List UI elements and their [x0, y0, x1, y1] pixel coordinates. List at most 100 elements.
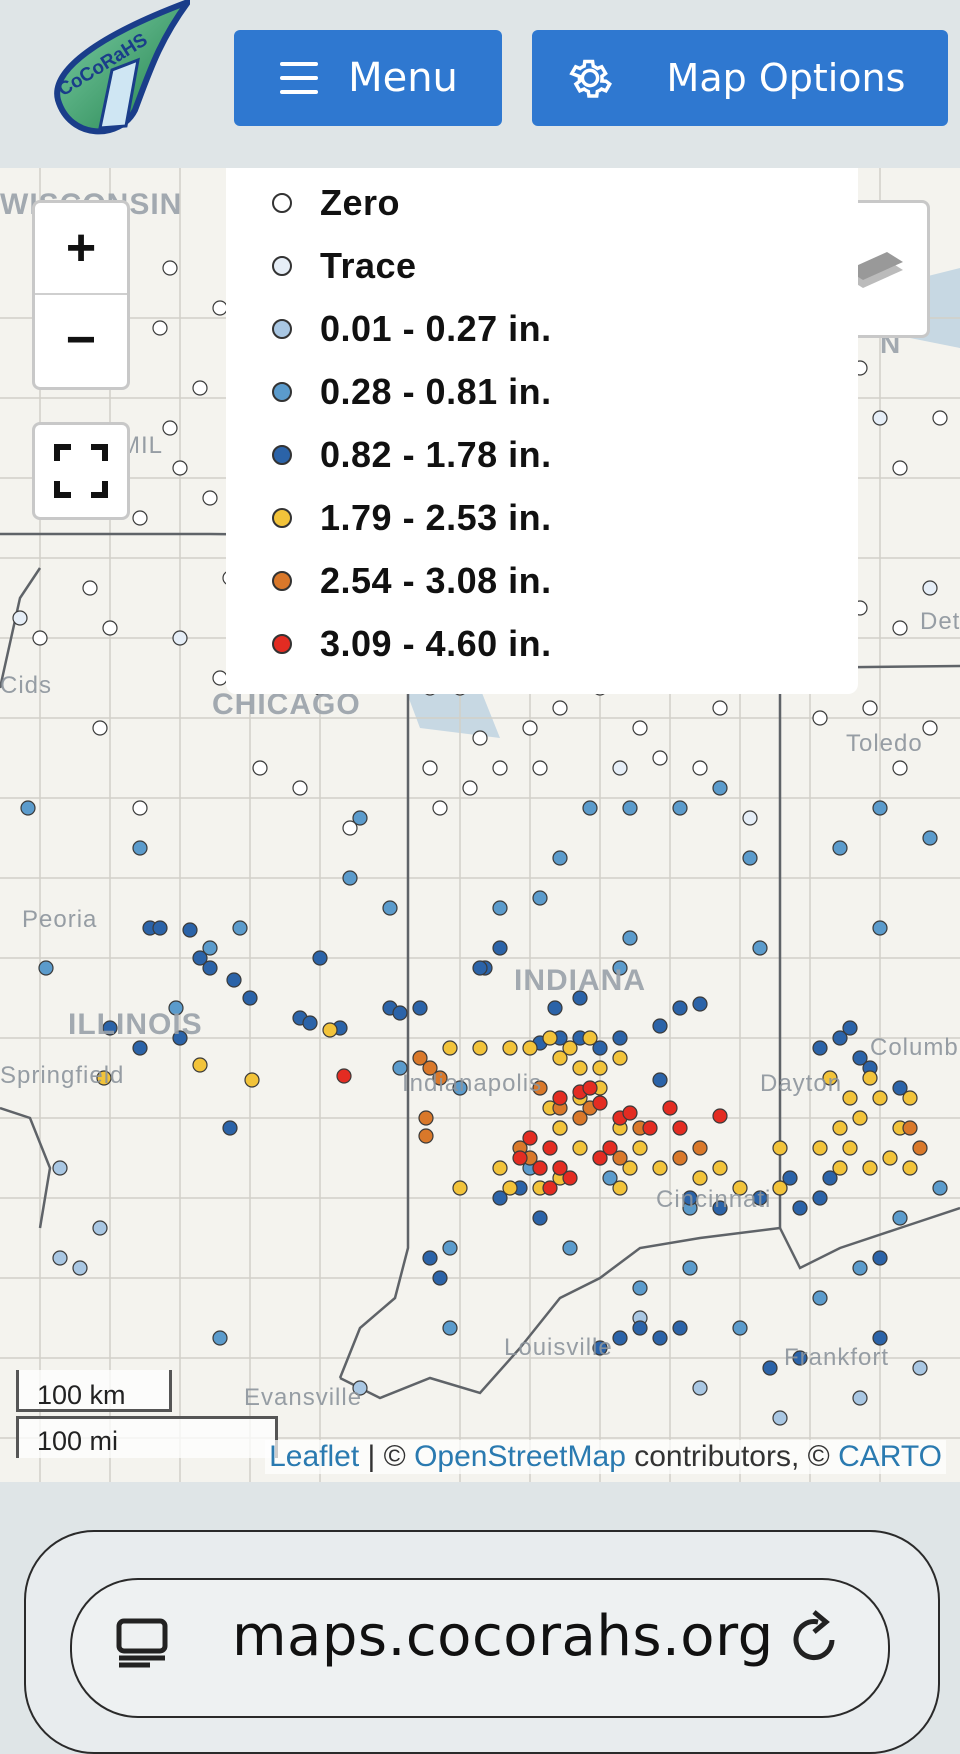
station-marker[interactable]	[792, 1350, 808, 1366]
station-marker[interactable]	[682, 1190, 698, 1206]
station-marker[interactable]	[226, 972, 242, 988]
station-marker[interactable]	[812, 1190, 828, 1206]
station-marker[interactable]	[342, 820, 358, 836]
station-marker[interactable]	[532, 1160, 548, 1176]
station-marker[interactable]	[682, 1260, 698, 1276]
station-marker[interactable]	[422, 760, 438, 776]
station-marker[interactable]	[92, 720, 108, 736]
station-marker[interactable]	[242, 990, 258, 1006]
station-marker[interactable]	[562, 1170, 578, 1186]
station-marker[interactable]	[552, 1160, 568, 1176]
station-marker[interactable]	[542, 1140, 558, 1156]
fullscreen-button[interactable]	[32, 422, 130, 520]
station-marker[interactable]	[752, 940, 768, 956]
station-marker[interactable]	[902, 1090, 918, 1106]
station-marker[interactable]	[732, 1180, 748, 1196]
station-marker[interactable]	[492, 760, 508, 776]
station-marker[interactable]	[212, 300, 228, 316]
station-marker[interactable]	[582, 800, 598, 816]
station-marker[interactable]	[922, 830, 938, 846]
station-marker[interactable]	[912, 1360, 928, 1376]
station-marker[interactable]	[712, 700, 728, 716]
station-marker[interactable]	[152, 320, 168, 336]
carto-link[interactable]: CARTO	[838, 1440, 942, 1473]
station-marker[interactable]	[862, 700, 878, 716]
leaflet-link[interactable]: Leaflet	[269, 1440, 360, 1473]
station-marker[interactable]	[432, 1070, 448, 1086]
station-marker[interactable]	[712, 1200, 728, 1216]
station-marker[interactable]	[322, 1022, 338, 1038]
station-marker[interactable]	[582, 1080, 598, 1096]
station-marker[interactable]	[742, 850, 758, 866]
station-marker[interactable]	[612, 960, 628, 976]
station-marker[interactable]	[172, 460, 188, 476]
station-marker[interactable]	[782, 1170, 798, 1186]
station-marker[interactable]	[692, 760, 708, 776]
station-marker[interactable]	[418, 1110, 434, 1126]
station-marker[interactable]	[32, 630, 48, 646]
station-marker[interactable]	[562, 1240, 578, 1256]
station-marker[interactable]	[612, 1030, 628, 1046]
station-marker[interactable]	[336, 1068, 352, 1084]
station-marker[interactable]	[442, 1240, 458, 1256]
station-marker[interactable]	[452, 1180, 468, 1196]
station-marker[interactable]	[732, 1320, 748, 1336]
station-marker[interactable]	[432, 800, 448, 816]
station-marker[interactable]	[812, 710, 828, 726]
station-marker[interactable]	[652, 1018, 668, 1034]
station-marker[interactable]	[602, 1140, 618, 1156]
station-marker[interactable]	[882, 1150, 898, 1166]
station-marker[interactable]	[752, 1190, 768, 1206]
station-marker[interactable]	[672, 1120, 688, 1136]
station-marker[interactable]	[252, 760, 268, 776]
station-marker[interactable]	[547, 1000, 563, 1016]
station-marker[interactable]	[172, 1030, 188, 1046]
station-marker[interactable]	[592, 1040, 608, 1056]
zoom-in-button[interactable]: +	[65, 219, 97, 277]
station-marker[interactable]	[244, 1072, 260, 1088]
station-marker[interactable]	[532, 760, 548, 776]
station-marker[interactable]	[902, 1160, 918, 1176]
station-marker[interactable]	[412, 1050, 428, 1066]
osm-link[interactable]: OpenStreetMap	[414, 1440, 626, 1473]
station-marker[interactable]	[552, 850, 568, 866]
station-marker[interactable]	[132, 1040, 148, 1056]
station-marker[interactable]	[612, 1330, 628, 1346]
station-marker[interactable]	[312, 950, 328, 966]
station-marker[interactable]	[662, 1100, 678, 1116]
station-marker[interactable]	[812, 1290, 828, 1306]
station-marker[interactable]	[352, 1380, 368, 1396]
station-marker[interactable]	[692, 1380, 708, 1396]
station-marker[interactable]	[832, 840, 848, 856]
station-marker[interactable]	[432, 1270, 448, 1286]
station-marker[interactable]	[892, 620, 908, 636]
station-marker[interactable]	[822, 1170, 838, 1186]
station-marker[interactable]	[102, 1020, 118, 1036]
station-marker[interactable]	[472, 730, 488, 746]
station-marker[interactable]	[502, 1040, 518, 1056]
station-marker[interactable]	[872, 800, 888, 816]
station-marker[interactable]	[182, 922, 198, 938]
station-marker[interactable]	[292, 780, 308, 796]
station-marker[interactable]	[932, 410, 948, 426]
station-marker[interactable]	[772, 1180, 788, 1196]
station-marker[interactable]	[562, 1040, 578, 1056]
station-marker[interactable]	[792, 1200, 808, 1216]
station-marker[interactable]	[152, 920, 168, 936]
station-marker[interactable]	[552, 1090, 568, 1106]
station-marker[interactable]	[652, 1330, 668, 1346]
reload-icon[interactable]	[788, 1610, 844, 1670]
station-marker[interactable]	[862, 1070, 878, 1086]
station-marker[interactable]	[672, 1000, 688, 1016]
station-marker[interactable]	[532, 1210, 548, 1226]
station-marker[interactable]	[892, 1210, 908, 1226]
station-marker[interactable]	[632, 1280, 648, 1296]
station-marker[interactable]	[672, 800, 688, 816]
station-marker[interactable]	[572, 1060, 588, 1076]
station-marker[interactable]	[412, 1000, 428, 1016]
station-marker[interactable]	[52, 1160, 68, 1176]
station-marker[interactable]	[542, 1030, 558, 1046]
station-marker[interactable]	[172, 630, 188, 646]
station-marker[interactable]	[922, 580, 938, 596]
station-marker[interactable]	[522, 720, 538, 736]
